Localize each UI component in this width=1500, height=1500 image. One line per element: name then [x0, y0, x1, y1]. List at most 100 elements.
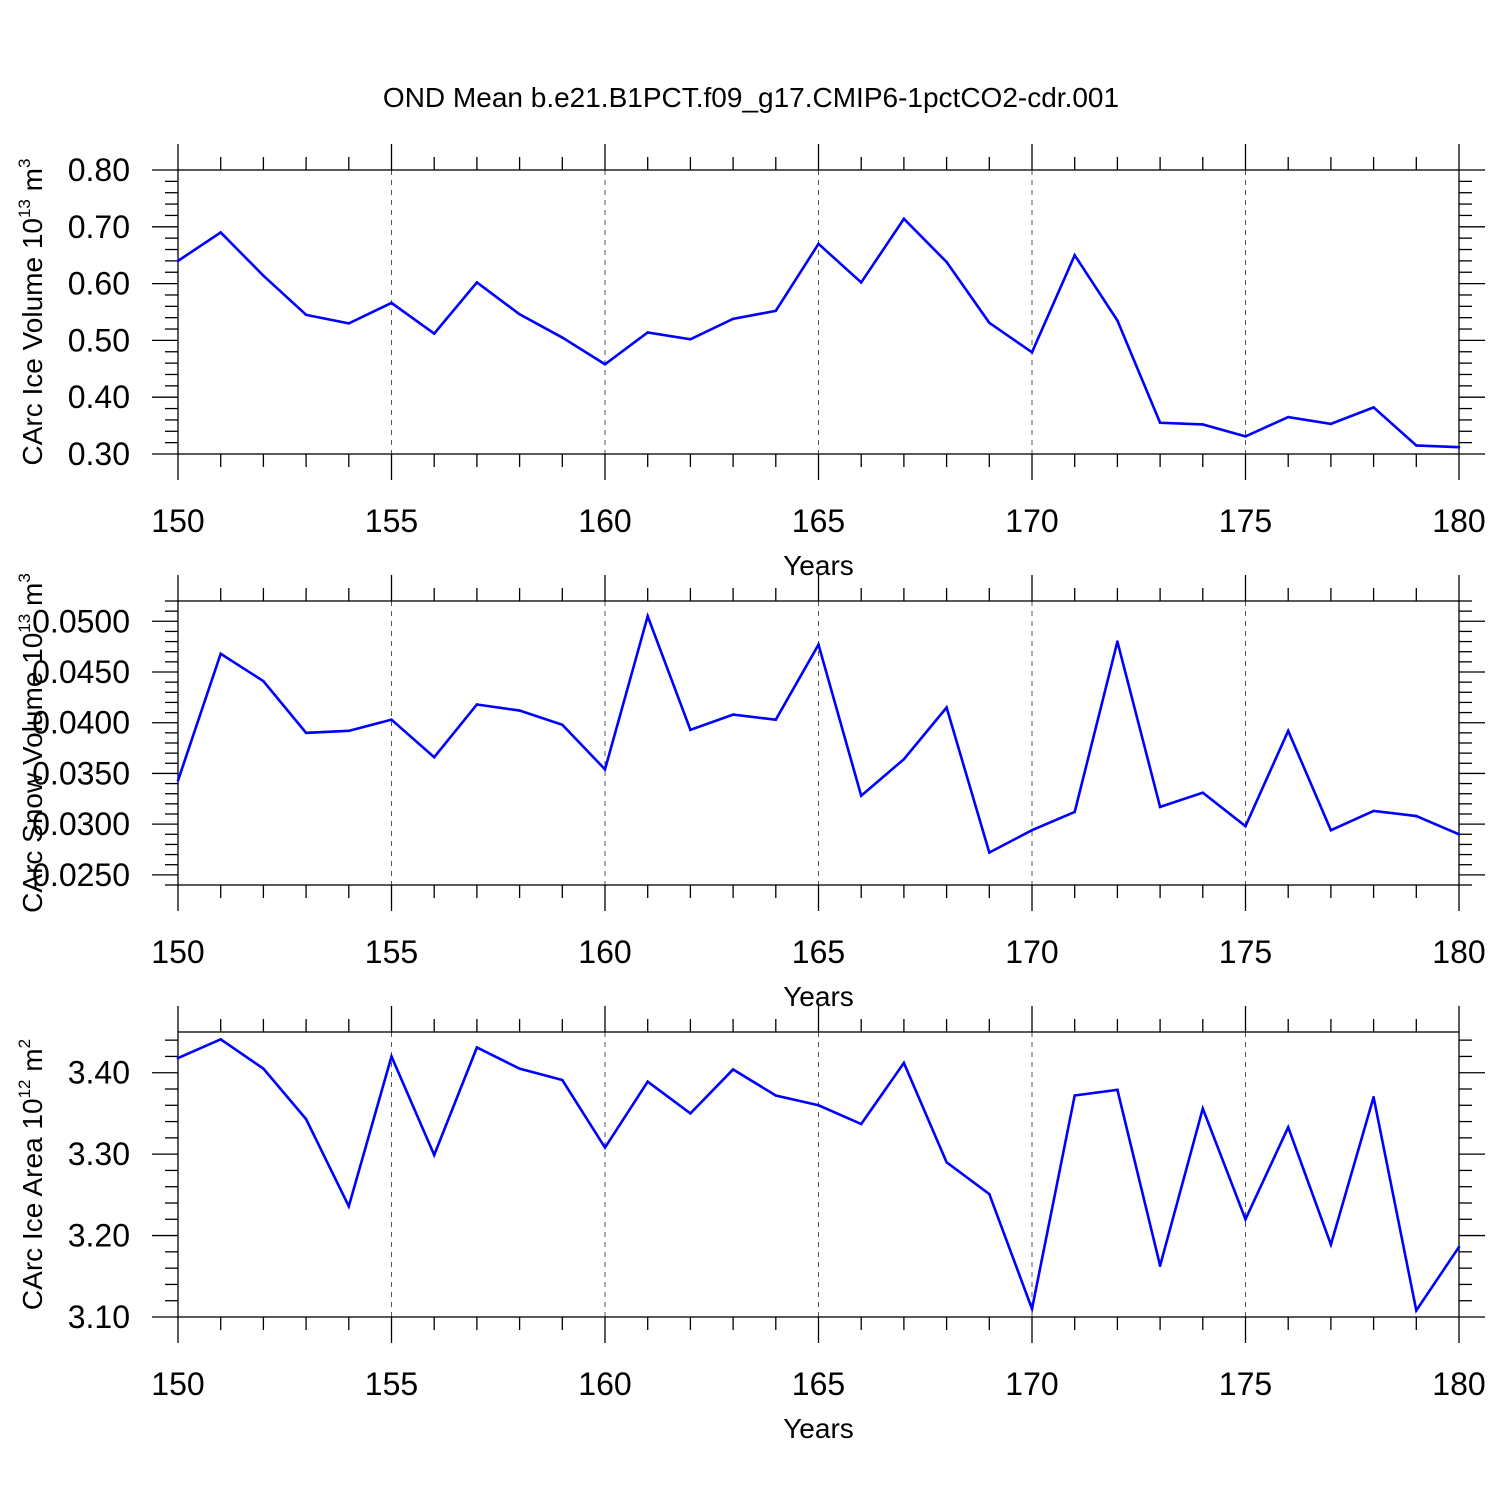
data-point — [646, 331, 649, 334]
y-tick-label: 3.20 — [68, 1218, 130, 1254]
y-tick-label: 0.0500 — [32, 603, 130, 639]
data-point — [1329, 1243, 1333, 1246]
data-point — [1073, 810, 1076, 814]
data-point — [561, 336, 564, 339]
data-point — [774, 309, 778, 313]
data-point — [731, 1068, 735, 1071]
y-tick-label: 0.0300 — [32, 806, 130, 842]
data-point — [1415, 814, 1418, 818]
x-tick-label: 160 — [578, 1366, 631, 1402]
data-point — [817, 242, 820, 246]
data-point — [1030, 828, 1034, 832]
data-point — [475, 281, 479, 284]
data-point — [176, 779, 180, 782]
data-point — [817, 1103, 820, 1107]
data-point — [817, 643, 820, 646]
data-point — [475, 1046, 479, 1049]
data-point — [1286, 415, 1290, 419]
data-point — [219, 1038, 222, 1041]
x-tick-label: 160 — [578, 934, 631, 970]
data-point — [390, 301, 393, 305]
data-point — [902, 1061, 906, 1065]
data-point — [347, 322, 351, 325]
data-point — [219, 231, 222, 234]
y-axis-label: CArc Ice Area 1012 m2 — [15, 1039, 48, 1310]
y-tick-label: 3.30 — [68, 1136, 130, 1172]
data-point — [859, 794, 863, 798]
data-point — [518, 312, 521, 316]
chart-title: OND Mean b.e21.B1PCT.f09_g17.CMIP6-1pctC… — [383, 82, 1119, 113]
data-point — [859, 281, 863, 284]
data-point — [603, 362, 607, 366]
data-point — [945, 1160, 948, 1164]
data-point — [304, 731, 308, 735]
data-point — [262, 274, 265, 277]
data-point — [988, 1192, 991, 1196]
x-tick-label: 165 — [792, 503, 845, 539]
data-point — [561, 1078, 564, 1082]
y-tick-label: 0.0450 — [32, 654, 130, 690]
data-point — [1372, 406, 1375, 409]
y-tick-label: 0.0400 — [32, 705, 130, 741]
data-point — [1158, 421, 1162, 425]
panel-3: 3.10 3.20 3.30 3.40 150 155 160 165 170 175 180 Yea… — [15, 1006, 1486, 1444]
x-tick-label: 180 — [1432, 503, 1485, 539]
data-point — [988, 851, 991, 854]
y-axis-label: CArc Snow Volume 1013 m3 — [15, 573, 48, 913]
data-point — [1158, 805, 1162, 809]
x-tick-label: 180 — [1432, 1366, 1485, 1402]
y-tick-label: 0.60 — [68, 266, 130, 302]
data-point — [774, 1094, 778, 1097]
data-point — [859, 1122, 863, 1126]
panels: 0.30 0.40 0.50 0.60 0.70 0.80 150 155 160 165 170 1… — [15, 144, 1486, 1444]
data-point — [390, 1055, 393, 1058]
data-point — [731, 317, 735, 321]
x-tick-label: 155 — [365, 1366, 418, 1402]
data-point — [646, 1080, 649, 1083]
data-point — [945, 706, 948, 709]
y-tick-label: 0.0350 — [32, 755, 130, 791]
data-point — [1457, 445, 1461, 449]
data-point — [945, 260, 948, 264]
data-point — [1457, 1245, 1461, 1249]
y-tick-label: 0.80 — [68, 152, 130, 188]
data-point — [902, 757, 906, 761]
data-point — [988, 321, 991, 325]
y-tick-label: 3.40 — [68, 1055, 130, 1091]
x-axis-label: Years — [783, 1413, 854, 1444]
data-point — [432, 1153, 436, 1157]
data-point — [1457, 832, 1461, 836]
x-tick-label: 150 — [151, 503, 204, 539]
data-point — [646, 614, 649, 618]
data-point — [347, 729, 351, 733]
data-point — [1372, 809, 1375, 813]
data-point — [1244, 1217, 1247, 1221]
x-tick-label: 175 — [1219, 503, 1272, 539]
data-point — [1073, 1094, 1076, 1097]
data-point — [603, 768, 607, 771]
y-tick-label: 0.30 — [68, 436, 130, 472]
panel-2: 0.0250 0.0300 0.0350 0.0400 0.0450 0.0500 150 1… — [15, 573, 1486, 1012]
data-point — [176, 1056, 180, 1060]
x-tick-label: 165 — [792, 934, 845, 970]
data-point — [432, 332, 436, 335]
data-point — [1201, 423, 1205, 426]
data-point — [518, 709, 521, 712]
data-point — [1116, 319, 1119, 322]
data-point — [304, 1117, 308, 1121]
data-point — [219, 652, 222, 656]
data-point — [1286, 1125, 1290, 1129]
data-point — [518, 1067, 521, 1070]
data-point — [1372, 1095, 1375, 1099]
y-tick-label: 0.40 — [68, 379, 130, 415]
data-point — [689, 337, 692, 341]
data-point — [1073, 253, 1076, 257]
data-point — [1244, 824, 1247, 828]
data-point — [774, 718, 778, 721]
x-tick-label: 180 — [1432, 934, 1485, 970]
y-tick-label: 0.50 — [68, 322, 130, 358]
data-point — [1415, 1309, 1418, 1312]
data-point — [1244, 435, 1247, 438]
x-tick-label: 150 — [151, 934, 204, 970]
